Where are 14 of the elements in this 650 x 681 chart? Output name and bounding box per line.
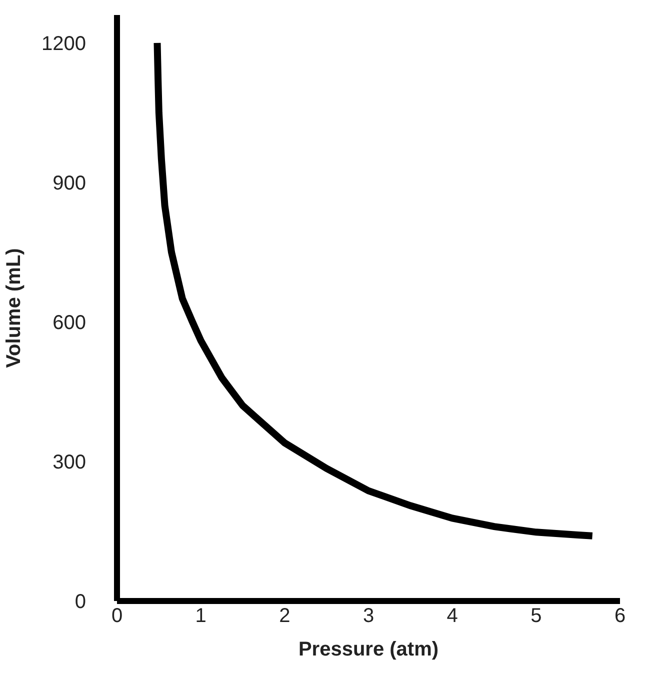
y-tick-label: 600 [52,312,86,334]
x-tick-label: 5 [530,605,542,627]
x-tick-label: 4 [446,605,458,627]
y-tick-label: 300 [52,451,86,474]
x-tick-label: 0 [111,605,123,627]
x-tick-label: 1 [195,605,206,627]
x-tick-label: 2 [279,605,290,627]
y-tick-label: 0 [74,591,86,613]
y-tick-label: 1200 [42,32,86,55]
x-tick-label: 6 [614,605,626,627]
x-tick-label: 3 [362,605,374,627]
y-axis-title: Volume (mL) [3,248,25,368]
x-axis-title: Pressure (atm) [298,638,439,660]
y-tick-label: 900 [52,172,86,194]
